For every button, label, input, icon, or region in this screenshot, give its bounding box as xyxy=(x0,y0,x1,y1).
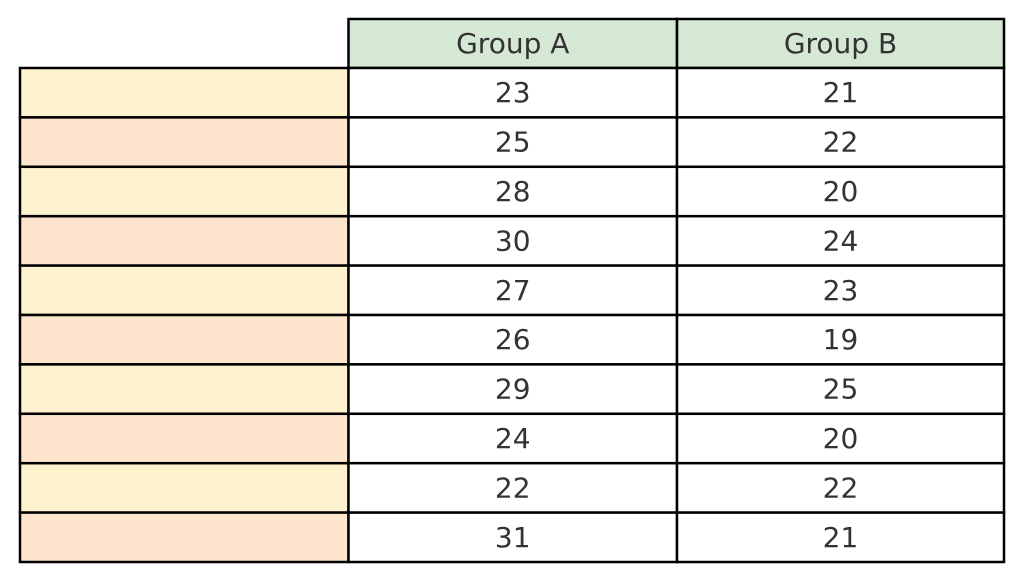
cell-value: 25 xyxy=(495,126,531,159)
cell-value: 20 xyxy=(823,422,859,455)
cell xyxy=(675,165,1006,218)
cell xyxy=(675,461,1006,514)
cell-value: 22 xyxy=(823,126,859,159)
row-label-cell xyxy=(18,66,350,119)
cell-value: 22 xyxy=(495,471,531,504)
row-label-cell xyxy=(18,214,350,267)
row-label-cell xyxy=(18,412,350,465)
cell xyxy=(675,264,1006,317)
column-header: Group B xyxy=(784,27,897,60)
header-cell xyxy=(675,17,1006,70)
cell-value: 23 xyxy=(495,76,531,109)
cell xyxy=(347,412,679,465)
cell-value: 24 xyxy=(823,224,859,257)
cell-value: 22 xyxy=(823,471,859,504)
cell-value: 23 xyxy=(823,274,859,307)
cell xyxy=(675,363,1006,416)
cell xyxy=(675,66,1006,119)
cell-value: 21 xyxy=(823,76,859,109)
row-label-cell xyxy=(18,363,350,416)
cell-value: 26 xyxy=(495,323,531,356)
row-label-cell xyxy=(18,511,350,564)
cell xyxy=(675,116,1006,169)
row-label-cell xyxy=(18,116,350,169)
row-label-cell xyxy=(18,264,350,317)
cell-value: 29 xyxy=(495,373,531,406)
cell xyxy=(675,313,1006,366)
cell xyxy=(347,511,679,564)
cell xyxy=(675,511,1006,564)
cell-value: 21 xyxy=(823,521,859,554)
cell-value: 27 xyxy=(495,274,531,307)
cell-value: 24 xyxy=(495,422,531,455)
cell xyxy=(675,412,1006,465)
cell-value: 31 xyxy=(495,521,531,554)
cell xyxy=(347,461,679,514)
row-label-cell xyxy=(18,165,350,218)
header-cell xyxy=(347,17,679,70)
cell-value: 28 xyxy=(495,175,531,208)
row-label-cell xyxy=(18,313,350,366)
row-label-cell xyxy=(18,461,350,514)
cell-value: 20 xyxy=(823,175,859,208)
cell-value: 19 xyxy=(823,323,859,356)
cell-value: 30 xyxy=(495,224,531,257)
cell xyxy=(675,214,1006,267)
cell-value: 25 xyxy=(823,373,859,406)
column-header: Group A xyxy=(456,27,569,60)
